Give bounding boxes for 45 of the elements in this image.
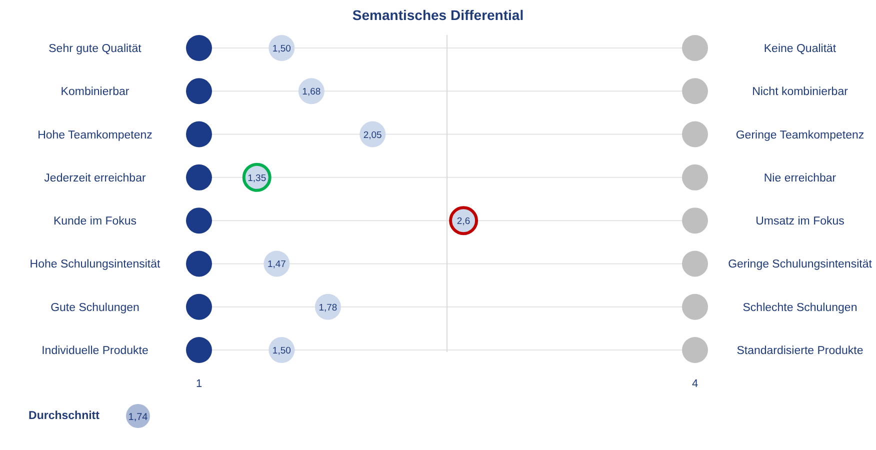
point	[186, 78, 212, 104]
y2-tick-label: Umsatz im Fokus	[756, 216, 845, 228]
y-tick-label: Hohe Schulungsintensität	[30, 258, 162, 271]
data-label: 1,68	[302, 86, 321, 98]
point	[682, 294, 708, 320]
point	[682, 250, 708, 277]
y2-tick-label: Geringe Schulungsintensität	[728, 258, 873, 271]
point	[186, 294, 212, 320]
point	[186, 35, 212, 61]
y-tick-label: Kombinierbar	[60, 86, 130, 98]
y-tick-label: Sehr gute Qualität	[48, 43, 142, 55]
y2-tick-label: Nie erreichbar	[764, 172, 836, 184]
y2-tick-label: Schlechte Schulungen	[742, 302, 858, 314]
y-tick-label: Individuelle Produkte	[42, 345, 148, 357]
point	[186, 250, 212, 277]
point	[682, 78, 708, 104]
point	[682, 121, 708, 148]
text: Durchschnitt	[28, 410, 100, 422]
data-label: 1,50	[272, 44, 291, 54]
y2-tick-label: Standardisierte Produkte	[736, 345, 864, 357]
point	[682, 208, 708, 234]
x-tick-label: 1	[196, 378, 202, 390]
x-tick-label: 4	[692, 378, 698, 390]
point	[186, 121, 212, 148]
data-label: 2,05	[363, 130, 382, 141]
data-label: 1,78	[318, 302, 338, 314]
y-tick-label: Gute Schulungen	[50, 302, 140, 314]
y-tick-label: Jederzeit erreichbar	[44, 172, 146, 184]
point	[682, 35, 708, 61]
chart-title: Semantisches Differential	[352, 7, 524, 23]
y-tick-label: Kunde im Fokus	[53, 216, 137, 228]
y2-tick-label: Keine Qualität	[764, 43, 837, 55]
point	[682, 164, 708, 190]
text: 1,74	[128, 412, 148, 423]
y-tick-label: Hohe Teamkompetenz	[38, 129, 153, 142]
data-label: 1,50	[272, 346, 291, 356]
point	[186, 164, 212, 190]
y2-tick-label: Nicht kombinierbar	[752, 86, 848, 98]
y2-tick-label: Geringe Teamkompetenz	[736, 129, 864, 142]
data-label: 1,35	[248, 172, 266, 184]
data-label: 1,47	[267, 259, 286, 270]
point	[682, 337, 708, 363]
point	[186, 337, 212, 363]
data-label: 2,6	[456, 216, 470, 228]
point	[186, 208, 212, 234]
